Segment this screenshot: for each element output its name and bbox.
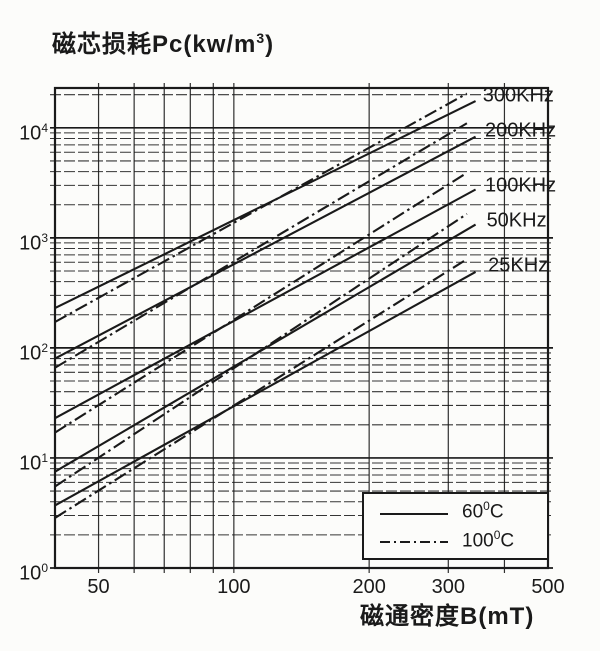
curve-label-300khz: 300KHz (483, 85, 554, 107)
x-tick-label-300: 300 (431, 576, 465, 598)
curve-label-200khz: 200KHz (485, 119, 556, 141)
plot-frame (53, 86, 550, 570)
x-axis-title: 磁通密度B(mT) (360, 603, 535, 630)
legend-label-60c: 600C (462, 499, 504, 523)
legend-box: 600C 1000C (362, 492, 549, 560)
curve-100c-100khz (54, 171, 468, 434)
y-axis-title: 磁芯损耗Pc(kw/m3) (52, 24, 274, 59)
curve-label-50khz: 50KHz (487, 209, 547, 231)
curve-60c-200khz (54, 135, 477, 360)
y-tick-label-1e1: 101 (19, 450, 48, 475)
y-axis-title-end: ) (265, 31, 275, 58)
curve-60c-100khz (54, 188, 477, 420)
curve-label-100khz: 100KHz (485, 175, 556, 197)
curve-100c-300khz (54, 92, 468, 323)
curve-60c-50khz (54, 223, 477, 473)
legend-item-100c: 1000C (380, 527, 537, 553)
x-tick-label-100: 100 (217, 576, 251, 598)
y-tick-label-1e0: 100 (19, 561, 48, 585)
x-tick-label-200: 200 (352, 576, 386, 598)
curve-100c-200khz (54, 122, 468, 369)
y-tick-label-1e2: 102 (19, 340, 48, 365)
y-tick-label-1e3: 103 (19, 230, 48, 255)
y-axis-title-text: 磁芯损耗Pc(kw/m (52, 31, 257, 58)
legend-label-100c: 1000C (462, 528, 515, 552)
curve-60c-25khz (54, 271, 477, 507)
x-tick-label-50: 50 (87, 576, 110, 598)
curve-label-25khz: 25KHz (488, 255, 548, 277)
x-tick-label-500: 500 (531, 576, 565, 598)
y-axis-title-sup: 3 (256, 30, 266, 46)
curve-100c-50khz (54, 213, 468, 488)
legend-item-60c: 600C (380, 499, 537, 525)
y-tick-label-1e4: 104 (19, 120, 48, 145)
curve-100c-25khz (54, 258, 468, 519)
